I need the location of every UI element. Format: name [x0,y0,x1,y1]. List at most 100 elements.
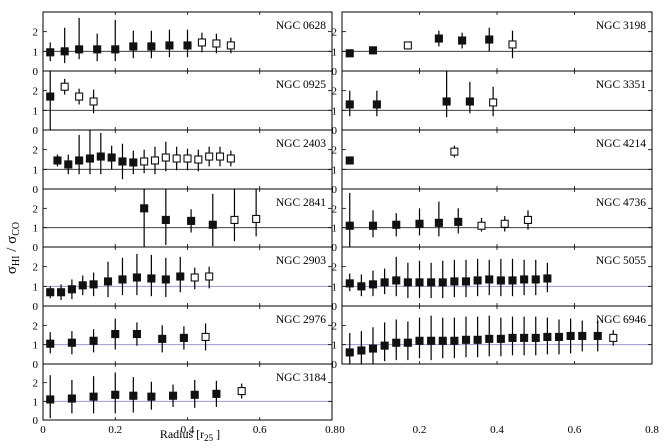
data-point-open [183,154,192,163]
y-tick-label: 0 [332,66,338,78]
data-point-open [75,92,84,101]
y-tick-label: 2 [332,86,338,98]
data-point-filled [345,348,354,357]
data-point-filled [46,92,55,101]
y-tick-label: 1 [33,223,39,235]
data-point-filled [118,157,127,166]
y-tick-label: 1 [33,46,39,58]
data-point-filled [357,346,366,355]
panel: 0 1 2 NGC 2903 [33,246,333,313]
data-point-filled [165,41,174,50]
panel-name: NGC 4214 [596,138,646,150]
x-axis-label: Radius [r25 ] [160,427,220,443]
data-point-filled [75,156,84,165]
data-point-filled [454,217,463,226]
data-point-filled [140,204,149,213]
data-point-filled [461,335,471,344]
y-tick-label: 2 [332,320,338,332]
data-point-filled [485,334,494,343]
data-point-filled [508,333,517,342]
data-point-open [215,152,225,161]
y-tick-label: 0 [33,301,39,313]
x-tick-label: 0.4 [181,424,195,436]
data-point-filled [345,156,354,165]
panel-name: NGC 3351 [596,79,646,91]
x-tick-label: 0.4 [490,424,504,436]
data-points [345,27,517,59]
data-point-filled [53,156,62,165]
panel-name: NGC 2976 [276,314,326,326]
data-point-filled [543,332,552,341]
data-point-open [508,40,517,49]
panel-name: NGC 2903 [276,255,326,267]
data-point-open [450,147,459,156]
data-point-open [60,82,69,91]
data-points [46,318,210,355]
data-point-filled [450,277,459,286]
data-point-open [201,332,210,341]
data-point-open [89,97,98,106]
data-point-filled [161,215,170,224]
y-tick-label: 1 [33,105,39,117]
data-point-filled [593,331,602,341]
data-point-filled [345,100,354,109]
x-tick-label: 0.8 [645,424,659,436]
y-tick-label: 2 [33,262,39,274]
data-point-filled [60,47,69,56]
data-point-filled [46,395,55,404]
data-point-filled [372,100,381,109]
panel-name: NGC 2403 [276,138,326,150]
y-tick-label: 0 [33,184,39,196]
data-point-filled [496,334,505,343]
data-point-filled [169,391,178,400]
y-tick-label: 0 [33,66,39,78]
data-point-filled [415,278,424,287]
data-points [345,192,533,247]
data-point-open [237,387,246,396]
panel-name: NGC 3198 [596,20,646,32]
y-tick-label: 1 [332,223,338,235]
data-point-filled [368,221,378,230]
data-point-filled [531,275,540,284]
data-point-open [194,155,203,164]
data-point-filled [485,35,494,44]
data-points [46,71,98,130]
y-tick-label: 2 [332,27,338,39]
data-point-open [212,39,221,48]
data-point-filled [520,275,529,284]
x-tick-label: 0.8 [325,424,339,436]
data-point-filled [380,341,389,350]
data-point-filled [64,160,73,169]
y-tick-label: 0 [332,359,338,371]
y-tick-label: 1 [332,164,338,176]
data-point-filled [158,334,167,343]
data-points [46,253,214,301]
data-point-filled [147,274,156,283]
data-point-filled [403,338,412,347]
data-point-open [190,273,199,282]
data-point-open [150,156,160,165]
data-point-filled [67,394,76,403]
y-tick-label: 1 [33,396,39,408]
data-point-filled [89,280,98,289]
data-point-open [230,215,239,224]
data-point-filled [345,221,354,230]
panels: 0 1 2 NGC 0628 0 1 2 NGC 0925 0 1 2 NGC 2403 0 1 2 NGC … [33,11,659,436]
data-points [345,315,618,364]
data-point-filled [473,335,482,344]
data-point-open [226,154,235,163]
data-point-filled [368,280,378,289]
data-point-filled [118,275,127,284]
data-point-filled [132,273,141,282]
data-point-filled [46,48,55,57]
data-point-filled [161,275,170,284]
data-point-filled [187,216,196,225]
data-point-filled [357,282,366,291]
panel-name: NGC 0628 [276,20,326,32]
y-tick-label: 2 [332,203,338,215]
data-point-filled [208,220,217,229]
data-point-filled [485,275,494,284]
data-point-filled [67,338,76,347]
data-point-open [140,157,149,166]
data-points [53,130,235,180]
